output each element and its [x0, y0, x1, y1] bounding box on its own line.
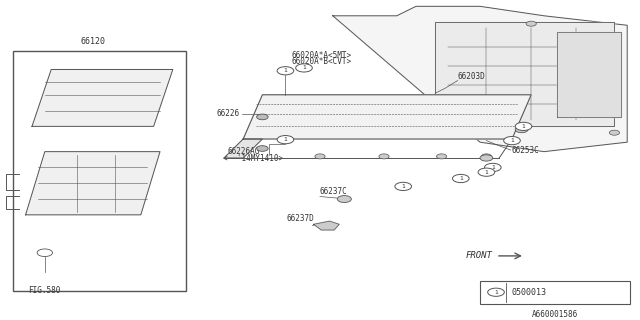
Text: 1: 1	[284, 137, 287, 142]
Circle shape	[488, 288, 504, 296]
Circle shape	[481, 154, 492, 159]
Text: 1: 1	[302, 65, 306, 70]
Circle shape	[504, 137, 520, 145]
Text: 1: 1	[484, 170, 488, 175]
Text: 66020A*B<CVT>: 66020A*B<CVT>	[291, 57, 351, 66]
Circle shape	[257, 114, 268, 120]
Polygon shape	[557, 32, 621, 117]
Text: 66203D: 66203D	[458, 72, 485, 81]
Polygon shape	[26, 152, 160, 215]
Text: 1: 1	[491, 165, 495, 170]
Circle shape	[452, 174, 469, 183]
Circle shape	[526, 21, 536, 26]
Circle shape	[277, 67, 294, 75]
Text: < -'14MY1410>: < -'14MY1410>	[223, 154, 283, 163]
Circle shape	[337, 196, 351, 203]
Circle shape	[277, 136, 294, 144]
Circle shape	[480, 155, 493, 161]
Circle shape	[484, 163, 501, 172]
Circle shape	[395, 182, 412, 190]
Text: 1: 1	[522, 124, 525, 129]
Text: 66020A*A<5MT>: 66020A*A<5MT>	[291, 51, 351, 60]
Text: FIG.580: FIG.580	[29, 286, 61, 295]
Text: A660001586: A660001586	[532, 310, 578, 319]
Polygon shape	[224, 139, 262, 158]
Circle shape	[515, 126, 528, 133]
Circle shape	[257, 146, 268, 151]
Text: 66237C: 66237C	[320, 187, 348, 196]
Text: 1: 1	[401, 184, 405, 189]
Text: 1: 1	[510, 138, 514, 143]
Circle shape	[515, 122, 532, 131]
Text: 66120: 66120	[80, 37, 106, 46]
Bar	[13, 51, 186, 291]
Polygon shape	[435, 22, 614, 126]
Text: 1: 1	[459, 176, 463, 181]
Text: 1: 1	[494, 290, 498, 295]
Circle shape	[315, 154, 325, 159]
Text: 66226: 66226	[217, 109, 240, 118]
Text: 66226AG: 66226AG	[227, 148, 260, 156]
Polygon shape	[243, 95, 531, 139]
Polygon shape	[333, 6, 627, 152]
Circle shape	[379, 154, 389, 159]
Circle shape	[478, 168, 495, 176]
Polygon shape	[32, 69, 173, 126]
Circle shape	[436, 154, 447, 159]
Text: 66253C: 66253C	[512, 146, 540, 155]
Polygon shape	[314, 221, 339, 230]
Text: 1: 1	[284, 68, 287, 73]
Circle shape	[296, 64, 312, 72]
Text: 0500013: 0500013	[512, 288, 547, 297]
Circle shape	[609, 130, 620, 135]
Text: 66237D: 66237D	[287, 214, 314, 223]
Text: FRONT: FRONT	[466, 252, 493, 260]
